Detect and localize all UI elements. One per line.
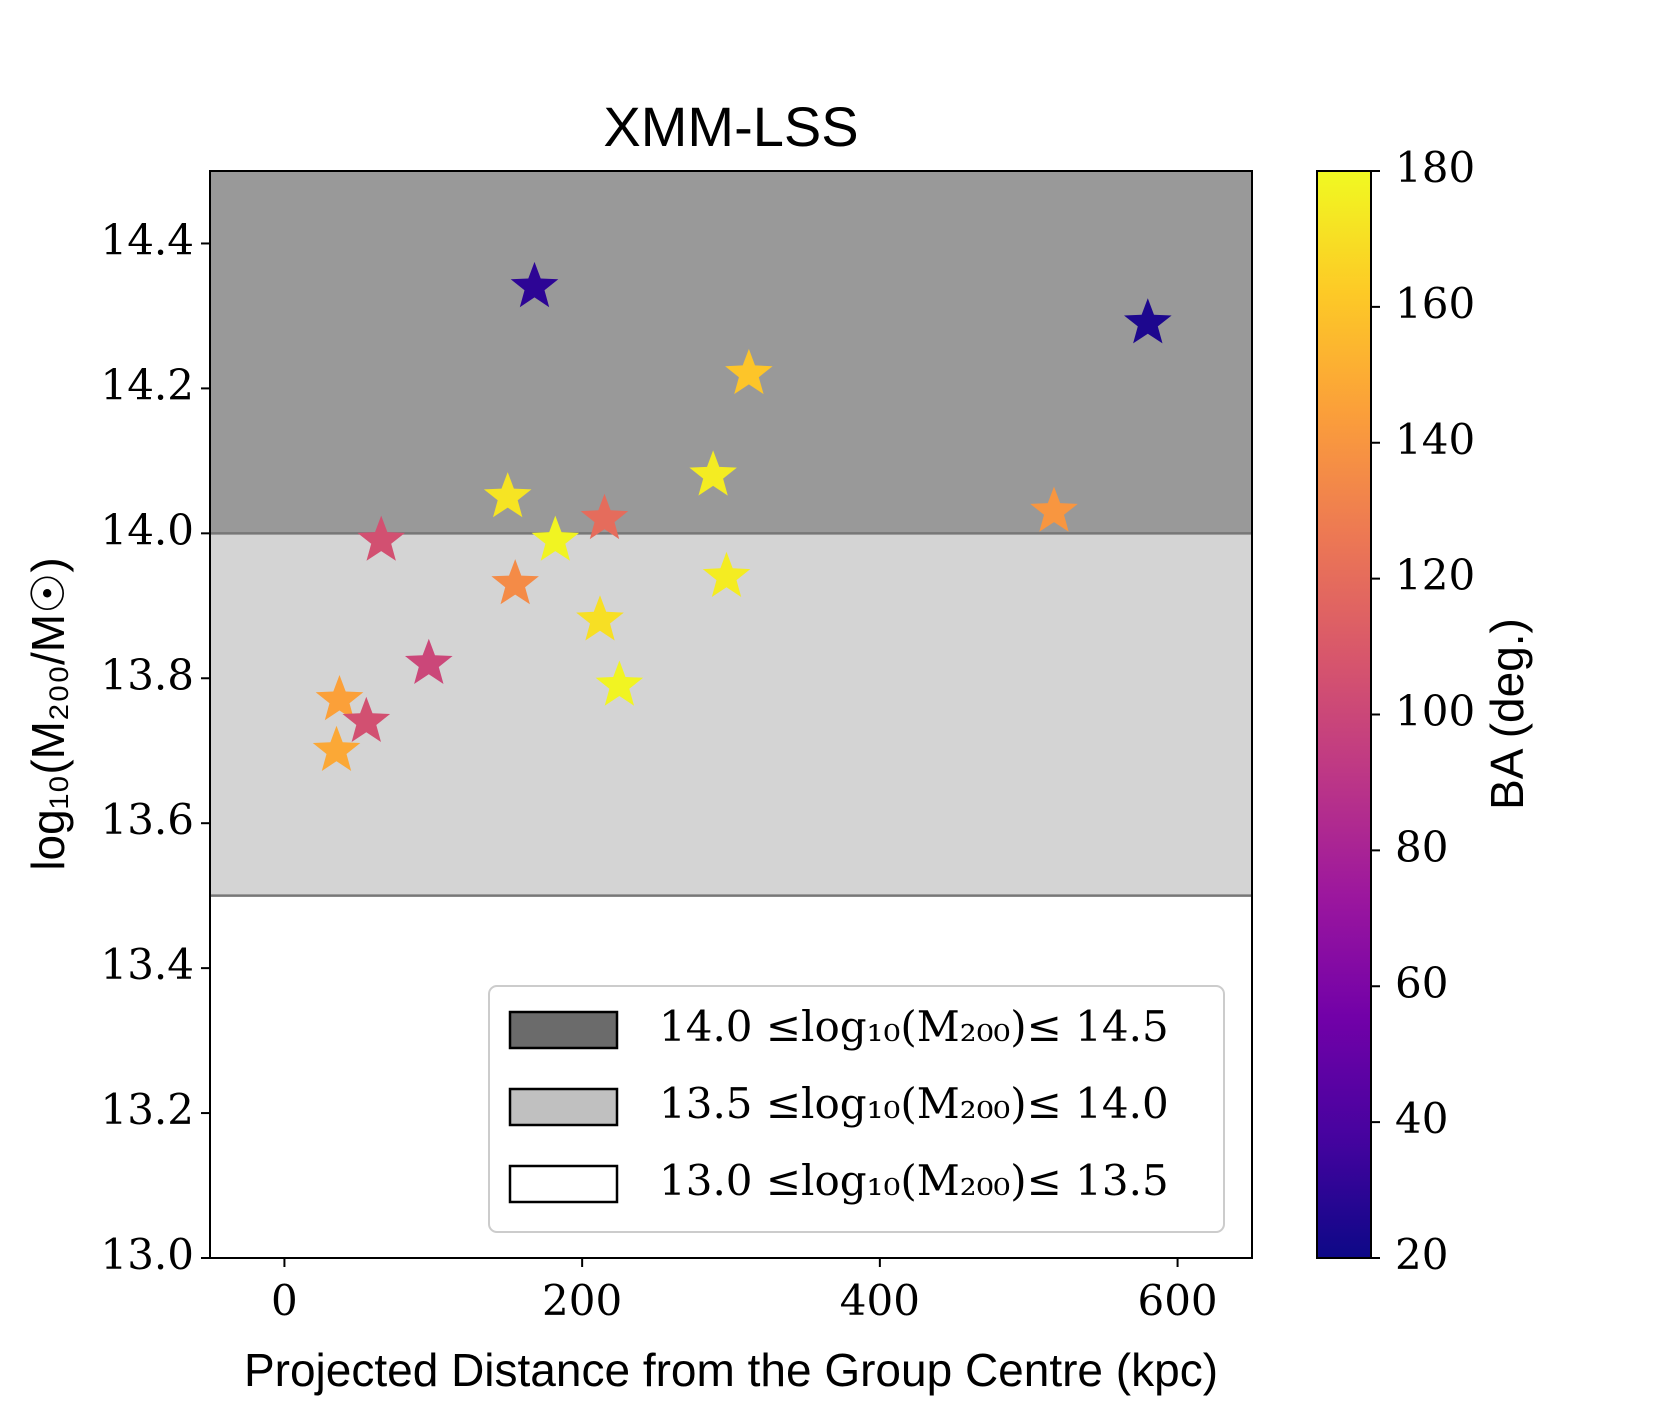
star-point: [1030, 486, 1078, 532]
colorbar-tick-label: 160: [1395, 279, 1475, 328]
star-point: [689, 450, 737, 496]
x-axis-label: Projected Distance from the Group Centre…: [244, 1344, 1218, 1396]
star-point: [576, 595, 624, 641]
y-tick-label: 14.2: [100, 360, 194, 409]
star-point: [510, 261, 559, 308]
star-point: [312, 725, 361, 771]
star-point: [725, 348, 773, 395]
y-tick-label: 14.4: [100, 215, 194, 264]
legend-label: 13.5 ≤log₁₀(M₂₀₀)≤ 14.0: [659, 1079, 1169, 1128]
y-tick-label: 14.0: [100, 505, 194, 554]
colorbar-tick-label: 20: [1395, 1230, 1448, 1279]
star-point: [702, 551, 751, 597]
colorbar-label: BA (deg.): [1481, 618, 1533, 810]
x-tick-label: 400: [840, 1276, 920, 1325]
legend-swatch: [508, 1164, 619, 1204]
colorbar-tick-label: 100: [1395, 687, 1475, 736]
star-point: [405, 638, 453, 684]
colorbar: [1316, 170, 1372, 1259]
colorbar-tick-label: 40: [1395, 1094, 1448, 1143]
star-point: [1124, 298, 1172, 344]
x-tick-label: 600: [1137, 1276, 1217, 1325]
legend-swatch: [508, 1010, 619, 1050]
mass-band: [210, 171, 1252, 534]
star-point: [315, 675, 364, 721]
y-tick-label: 13.4: [100, 940, 194, 989]
star-point: [342, 696, 391, 742]
colorbar-tick-label: 180: [1395, 143, 1475, 192]
star-point: [595, 660, 644, 706]
legend-swatch: [508, 1087, 619, 1127]
colorbar-tick-label: 140: [1395, 415, 1475, 464]
legend-label: 14.0 ≤log₁₀(M₂₀₀)≤ 14.5: [659, 1002, 1169, 1051]
legend-box: [488, 985, 1225, 1233]
y-tick-label: 13.8: [100, 650, 194, 699]
star-point: [580, 493, 629, 540]
x-tick-label: 0: [271, 1276, 298, 1325]
y-tick-label: 13.0: [100, 1230, 194, 1279]
legend-label: 13.0 ≤log₁₀(M₂₀₀)≤ 13.5: [659, 1156, 1169, 1205]
star-point: [357, 515, 405, 561]
chart-title: XMM-LSS: [603, 95, 858, 158]
y-axis-label: log₁₀(M₂₀₀/M☉): [22, 557, 74, 870]
colorbar-tick-label: 60: [1395, 958, 1448, 1007]
plot-frame: [209, 170, 1253, 1259]
colorbar-tick-label: 120: [1395, 551, 1475, 600]
star-point: [531, 515, 580, 561]
colorbar-tick-label: 80: [1395, 822, 1448, 871]
y-tick-label: 13.2: [100, 1085, 194, 1134]
y-tick-label: 13.6: [100, 795, 194, 844]
star-point: [491, 559, 539, 605]
star-point: [483, 472, 532, 518]
x-tick-label: 200: [542, 1276, 622, 1325]
